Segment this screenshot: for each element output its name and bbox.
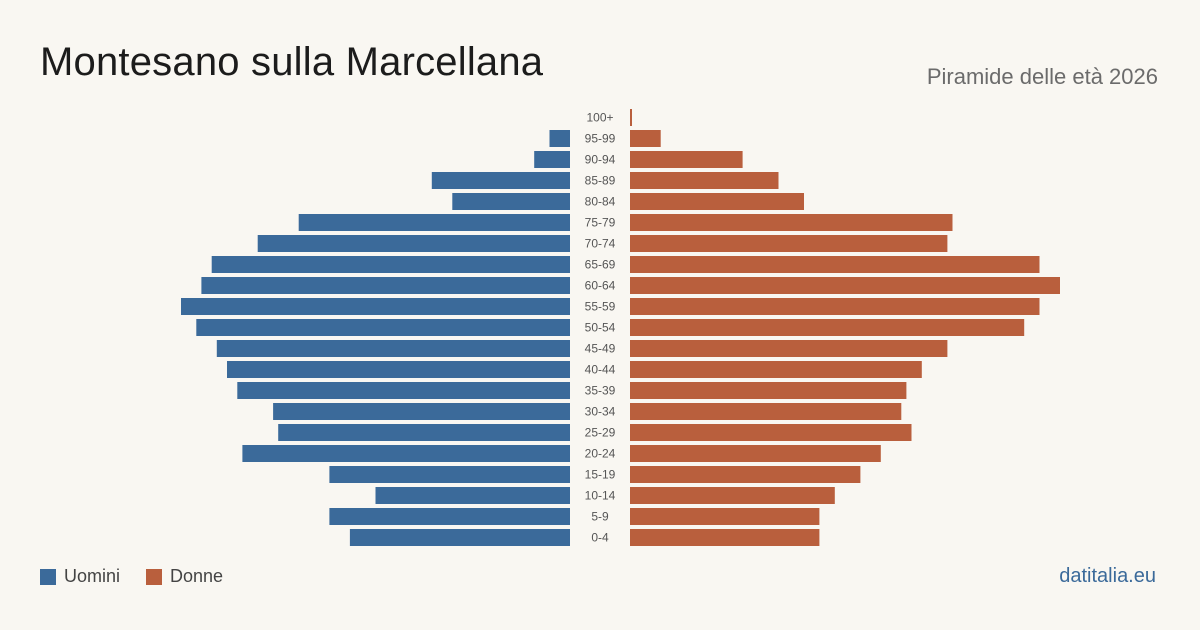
- age-label-0-4: 0-4: [591, 531, 609, 545]
- bar-female-10-14: [630, 487, 835, 504]
- age-label-25-29: 25-29: [585, 426, 616, 440]
- bar-male-95-99: [549, 130, 570, 147]
- age-label-15-19: 15-19: [585, 468, 616, 482]
- bar-male-75-79: [298, 214, 570, 231]
- bar-female-100+: [630, 109, 632, 126]
- bar-male-85-89: [431, 172, 570, 189]
- bar-female-55-59: [630, 298, 1040, 315]
- chart-subtitle: Piramide delle età 2026: [926, 64, 1158, 89]
- age-label-35-39: 35-39: [585, 384, 616, 398]
- bar-male-80-84: [452, 193, 570, 210]
- bar-male-70-74: [257, 235, 570, 252]
- bar-female-25-29: [630, 424, 912, 441]
- legend-label-male: Uomini: [64, 566, 121, 586]
- bar-female-0-4: [630, 529, 820, 546]
- age-label-70-74: 70-74: [585, 237, 616, 251]
- age-label-40-44: 40-44: [585, 363, 616, 377]
- age-label-45-49: 45-49: [585, 342, 616, 356]
- bar-male-65-69: [211, 256, 570, 273]
- bar-female-45-49: [630, 340, 948, 357]
- bar-female-85-89: [630, 172, 779, 189]
- bar-male-50-54: [196, 319, 571, 336]
- age-label-95-99: 95-99: [585, 132, 616, 146]
- bar-male-20-24: [242, 445, 570, 462]
- bar-male-35-39: [237, 382, 571, 399]
- bar-female-20-24: [630, 445, 881, 462]
- bar-male-45-49: [216, 340, 571, 357]
- bar-female-65-69: [630, 256, 1040, 273]
- legend-swatch-female: [146, 568, 163, 585]
- legend-label-female: Donne: [170, 566, 224, 586]
- age-label-10-14: 10-14: [585, 489, 616, 503]
- age-label-65-69: 65-69: [585, 258, 616, 272]
- age-label-90-94: 90-94: [585, 153, 616, 167]
- bar-female-70-74: [630, 235, 948, 252]
- age-label-20-24: 20-24: [585, 447, 616, 461]
- bar-female-15-19: [630, 466, 861, 483]
- source-link[interactable]: datitalia.eu: [1059, 565, 1156, 587]
- bar-female-80-84: [630, 193, 804, 210]
- age-label-85-89: 85-89: [585, 174, 616, 188]
- bar-female-50-54: [630, 319, 1025, 336]
- age-label-55-59: 55-59: [585, 300, 616, 314]
- age-label-5-9: 5-9: [591, 510, 609, 524]
- bar-female-95-99: [630, 130, 661, 147]
- bar-male-15-19: [329, 466, 570, 483]
- age-label-30-34: 30-34: [585, 405, 616, 419]
- bar-female-90-94: [630, 151, 743, 168]
- bar-female-5-9: [630, 508, 820, 525]
- bar-female-75-79: [630, 214, 953, 231]
- bar-female-30-34: [630, 403, 902, 420]
- age-label-50-54: 50-54: [585, 321, 616, 335]
- bar-female-35-39: [630, 382, 907, 399]
- legend: Uomini Donne: [40, 566, 249, 587]
- bar-male-5-9: [329, 508, 570, 525]
- bar-male-60-64: [201, 277, 570, 294]
- bar-male-0-4: [349, 529, 570, 546]
- page-title: Montesano sulla Marcellana: [40, 40, 544, 84]
- bar-male-25-29: [278, 424, 570, 441]
- bar-male-55-59: [181, 298, 570, 315]
- bar-female-60-64: [630, 277, 1060, 294]
- bar-male-30-34: [273, 403, 570, 420]
- age-label-100+: 100+: [586, 111, 613, 125]
- age-label-75-79: 75-79: [585, 216, 616, 230]
- bar-male-40-44: [227, 361, 570, 378]
- legend-item-male: Uomini: [40, 566, 120, 587]
- age-label-60-64: 60-64: [585, 279, 616, 293]
- legend-item-female: Donne: [146, 566, 223, 587]
- bar-male-10-14: [375, 487, 570, 504]
- bar-female-40-44: [630, 361, 922, 378]
- legend-swatch-male: [40, 568, 56, 585]
- bar-male-90-94: [534, 151, 570, 168]
- age-label-80-84: 80-84: [585, 195, 616, 209]
